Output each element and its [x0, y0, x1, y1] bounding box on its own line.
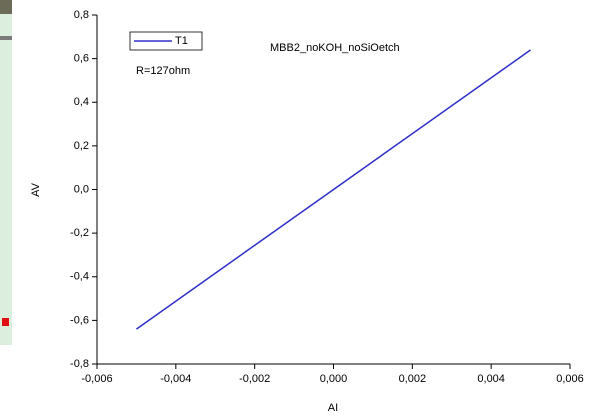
x-axis-label: AI [328, 402, 338, 414]
y-tick-label: 0,0 [74, 183, 89, 195]
legend-label: T1 [175, 35, 188, 47]
data-line [135, 49, 532, 330]
annotation: MBB2_noKOH_noSiOetch [270, 42, 400, 54]
y-tick-label: -0,4 [70, 271, 89, 283]
y-axis-label: AV [30, 182, 42, 197]
x-tick-label: -0,006 [81, 373, 112, 385]
y-tick-label: 0,2 [74, 140, 89, 152]
x-tick-label: 0,004 [477, 373, 505, 385]
x-tick-label: 0,006 [556, 373, 584, 385]
y-tick-label: -0,2 [70, 227, 89, 239]
y-tick-label: -0,8 [70, 358, 89, 370]
x-tick-label: 0,000 [320, 373, 348, 385]
y-tick-label: 0,8 [74, 9, 89, 21]
y-tick-label: 0,6 [74, 53, 89, 65]
background-bar [0, 36, 12, 40]
x-tick-label: -0,004 [160, 373, 191, 385]
annotation: R=127ohm [136, 65, 190, 77]
background-window [0, 0, 12, 345]
background-bar [0, 0, 12, 14]
x-tick-label: 0,002 [399, 373, 427, 385]
y-tick-label: 0,4 [74, 96, 89, 108]
legend-box [129, 31, 203, 51]
x-tick-label: -0,002 [239, 373, 270, 385]
y-tick-label: -0,6 [70, 314, 89, 326]
background-mark [2, 318, 9, 326]
